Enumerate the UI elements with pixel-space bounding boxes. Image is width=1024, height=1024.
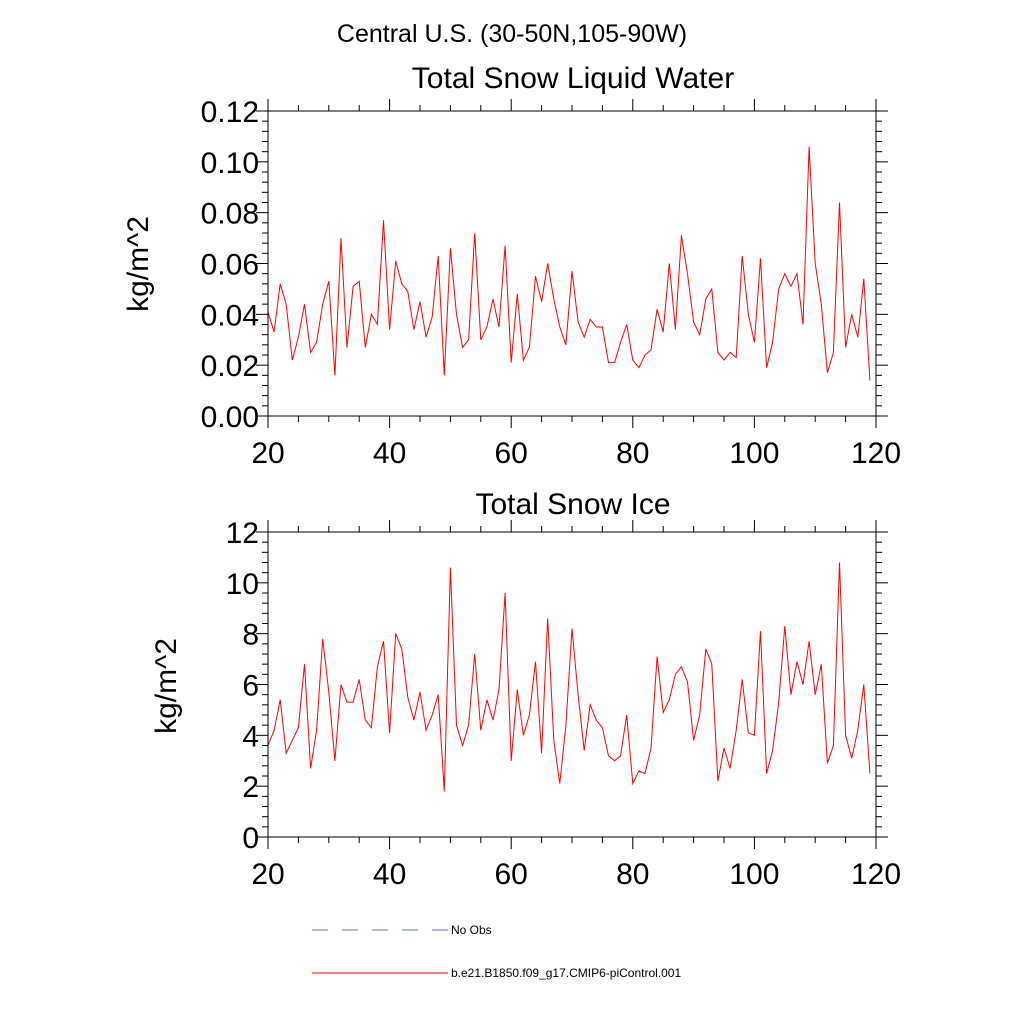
y-axis-label: kg/m^2 [150,638,183,734]
x-tick-label: 80 [616,437,649,470]
x-tick-label: 40 [373,437,406,470]
x-tick-label: 80 [616,858,649,891]
tick-labels: 20 40 60 80 100 120 0.00 0.02 0.04 0.06 0.08 0.10 0.… [201,96,901,470]
x-tick-label: 100 [729,858,779,891]
figure-title: Central U.S. (30-50N,105-90W) [337,20,687,48]
y-tick-label: 0.04 [201,299,259,332]
y-tick-label: 0.02 [201,350,259,383]
y-tick-label: 4 [242,720,259,753]
y-tick-label: 6 [242,670,259,703]
series-line-picontrol [267,146,871,381]
y-axis-label: kg/m^2 [122,216,155,312]
y-tick-label: 0.08 [201,198,259,231]
tick-labels: 20 40 60 80 100 120 0 2 4 6 8 10 12 [226,517,901,891]
legend: No Obs b.e21.B1850.f09_g17.CMIP6-piContr… [312,923,681,980]
y-tick-label: 0.00 [201,401,259,434]
series-line-picontrol [267,562,871,792]
chart-panel-snow-liquid-water: Total Snow Liquid Water kg/m^2 20 40 60 80 1… [122,62,901,470]
x-tick-label: 20 [251,437,284,470]
chart-title: Total Snow Liquid Water [412,62,734,95]
y-tick-label: 2 [242,771,259,804]
plot-frame [267,531,877,838]
chart-panel-snow-ice: Total Snow Ice kg/m^2 20 40 60 80 100 120 0 2 4 6… [150,488,901,891]
x-tick-label: 100 [729,437,779,470]
legend-label-picontrol: b.e21.B1850.f09_g17.CMIP6-piControl.001 [451,966,681,980]
axis-ticks [256,99,888,428]
y-tick-label: 0.10 [201,147,259,180]
y-tick-label: 0.12 [201,96,259,129]
x-tick-label: 120 [851,858,901,891]
x-tick-label: 60 [495,858,528,891]
series-group [267,562,871,792]
y-tick-label: 0.06 [201,249,259,282]
legend-label-no-obs: No Obs [451,923,492,937]
plot-frame [267,110,877,417]
y-tick-label: 12 [226,517,259,550]
x-tick-label: 60 [495,437,528,470]
y-tick-label: 8 [242,619,259,652]
y-tick-label: 0 [242,822,259,855]
x-tick-label: 120 [851,437,901,470]
x-tick-label: 40 [373,858,406,891]
x-tick-label: 20 [251,858,284,891]
axis-ticks [256,520,888,849]
chart-title: Total Snow Ice [475,488,670,521]
series-group [267,146,871,381]
y-tick-label: 10 [226,568,259,601]
